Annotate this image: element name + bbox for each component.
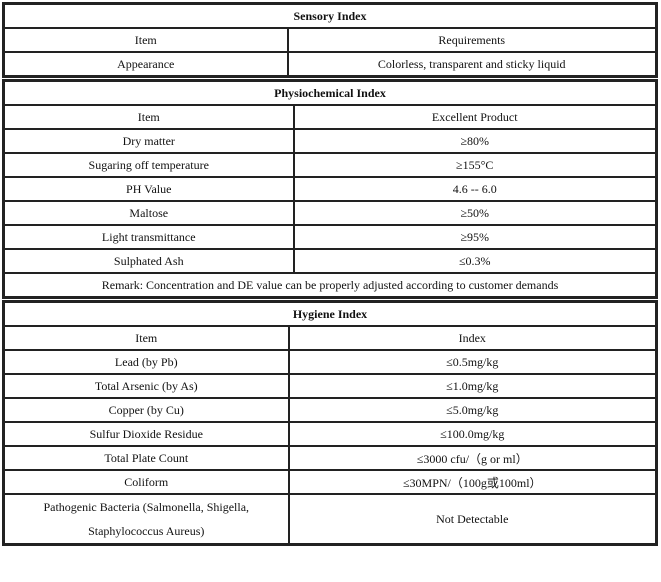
column-header: Requirements — [286, 27, 658, 53]
spec-document: Sensory Index Item Requirements Appearan… — [2, 2, 658, 546]
table-row: Sulfur Dioxide Residue ≤100.0mg/kg — [2, 421, 658, 447]
table-header-row: Item Index — [2, 325, 658, 351]
table-header-row: Item Excellent Product — [2, 104, 658, 130]
table-row: Coliform ≤30MPN/（100g或100ml） — [2, 469, 658, 495]
item-cell: Copper (by Cu) — [2, 397, 290, 423]
value-cell: ≤0.3% — [292, 248, 658, 274]
item-cell: Total Plate Count — [2, 445, 290, 471]
column-header: Item — [2, 325, 290, 351]
physiochemical-index-table: Physiochemical Index Item Excellent Prod… — [2, 79, 658, 299]
table-row: Total Arsenic (by As) ≤1.0mg/kg — [2, 373, 658, 399]
table-row: Pathogenic Bacteria (Salmonella, Shigell… — [2, 493, 658, 546]
item-cell: Dry matter — [2, 128, 295, 154]
item-cell: Light transmittance — [2, 224, 295, 250]
item-cell: Sulfur Dioxide Residue — [2, 421, 290, 447]
column-header: Index — [287, 325, 658, 351]
item-cell: Lead (by Pb) — [2, 349, 290, 375]
value-cell: ≤0.5mg/kg — [287, 349, 658, 375]
item-cell: Appearance — [2, 51, 289, 78]
value-cell: ≥50% — [292, 200, 658, 226]
item-cell: Sugaring off temperature — [2, 152, 295, 178]
table-row: Dry matter ≥80% — [2, 128, 658, 154]
table-row: Copper (by Cu) ≤5.0mg/kg — [2, 397, 658, 423]
item-cell: Coliform — [2, 469, 290, 495]
column-header: Item — [2, 27, 289, 53]
table-row: Lead (by Pb) ≤0.5mg/kg — [2, 349, 658, 375]
item-cell: Maltose — [2, 200, 295, 226]
value-cell: ≤3000 cfu/（g or ml） — [287, 445, 658, 471]
column-header: Excellent Product — [292, 104, 658, 130]
table-title: Physiochemical Index — [2, 79, 658, 106]
table-row: Sulphated Ash ≤0.3% — [2, 248, 658, 274]
value-cell: ≤1.0mg/kg — [287, 373, 658, 399]
remark-cell: Remark: Concentration and DE value can b… — [2, 272, 658, 299]
value-cell: ≥95% — [292, 224, 658, 250]
table-row: Appearance Colorless, transparent and st… — [2, 51, 658, 78]
table-row: PH Value 4.6 -- 6.0 — [2, 176, 658, 202]
value-cell: ≤100.0mg/kg — [287, 421, 658, 447]
item-cell: Total Arsenic (by As) — [2, 373, 290, 399]
value-cell: 4.6 -- 6.0 — [292, 176, 658, 202]
column-header: Item — [2, 104, 295, 130]
value-cell: Colorless, transparent and sticky liquid — [286, 51, 658, 78]
table-row: Maltose ≥50% — [2, 200, 658, 226]
table-title: Sensory Index — [2, 2, 658, 29]
value-cell: ≤5.0mg/kg — [287, 397, 658, 423]
item-cell: Sulphated Ash — [2, 248, 295, 274]
hygiene-index-table: Hygiene Index Item Index Lead (by Pb) ≤0.… — [2, 300, 658, 546]
table-row: Light transmittance ≥95% — [2, 224, 658, 250]
table-header-row: Item Requirements — [2, 27, 658, 53]
item-cell: PH Value — [2, 176, 295, 202]
item-cell: Pathogenic Bacteria (Salmonella, Shigell… — [2, 493, 290, 546]
value-cell: ≥155°C — [292, 152, 658, 178]
table-row: Sugaring off temperature ≥155°C — [2, 152, 658, 178]
table-title: Hygiene Index — [2, 300, 658, 327]
value-cell: ≥80% — [292, 128, 658, 154]
value-cell: ≤30MPN/（100g或100ml） — [287, 469, 658, 495]
sensory-index-table: Sensory Index Item Requirements Appearan… — [2, 2, 658, 78]
table-row: Total Plate Count ≤3000 cfu/（g or ml） — [2, 445, 658, 471]
value-cell: Not Detectable — [287, 493, 658, 546]
